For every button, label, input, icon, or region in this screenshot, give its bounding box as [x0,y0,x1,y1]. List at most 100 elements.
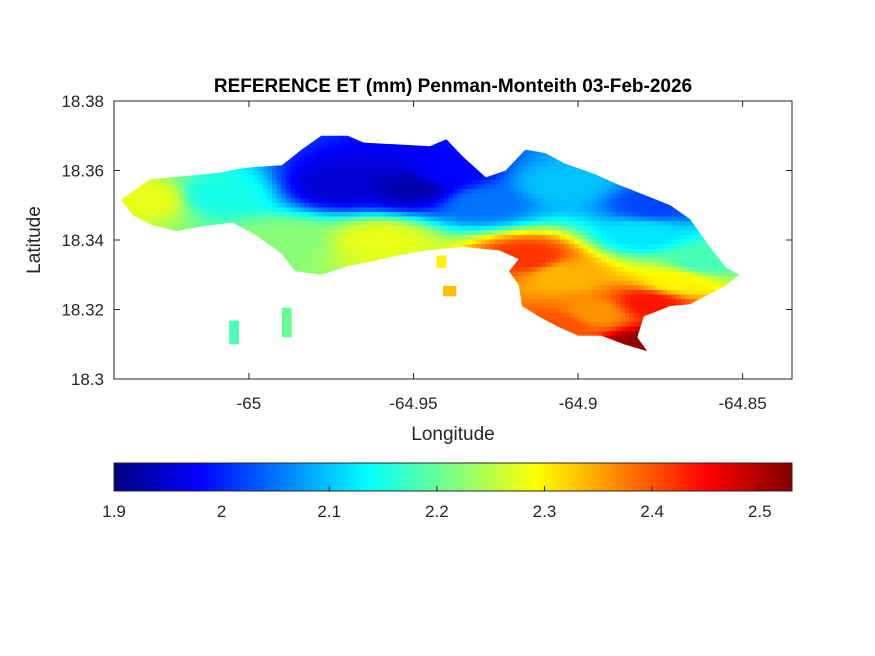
heat-cell [350,193,357,199]
heat-cell [337,215,343,222]
heat-cell [518,257,524,263]
heat-cell [467,193,473,199]
heat-cell [690,284,696,290]
heat-cell [625,238,631,245]
heat-cell [574,206,580,212]
heat-cell [332,206,338,212]
heat-cell [541,252,547,258]
heat-cell [346,193,352,199]
heat-cell [527,298,533,304]
heat-cell [639,307,645,313]
heat-cell [471,225,478,231]
heat-cell [564,298,570,304]
heat-cell [601,293,608,300]
heat-cell [453,193,459,199]
heat-cell [601,275,608,281]
heat-cell [597,261,603,268]
heat-cell [546,284,552,290]
heat-cell [309,202,315,208]
heat-cell [462,188,468,194]
heat-cell [318,211,324,217]
heat-cell [541,193,547,199]
heat-cell [578,307,584,313]
heat-cell [364,188,371,194]
heat-cell [680,266,687,272]
heat-cell [648,289,654,295]
heat-cell [648,266,654,272]
heat-cell [155,211,162,217]
heat-cell [601,284,608,290]
heat-cell [606,211,612,217]
heat-cell [518,193,524,199]
heat-cell [434,220,440,226]
heat-cell [550,220,557,226]
heat-cell [634,266,640,272]
heat-cell [304,211,310,217]
heat-cell [587,289,594,295]
heat-cell [625,202,631,208]
heat-cell [481,238,487,245]
heat-cell [643,289,649,295]
heat-cell [169,188,176,194]
heat-cell [337,211,343,217]
heat-cell [127,197,134,203]
heat-cell [578,321,584,327]
heat-cell [508,220,515,226]
heat-cell [690,238,696,245]
heat-cell [369,193,375,199]
heat-cell [671,252,677,258]
heat-cell [518,197,524,203]
heat-cell [606,215,612,222]
heat-cell [676,257,682,263]
heat-cell [555,188,561,194]
heat-cell [601,280,608,286]
heat-cell [346,220,352,226]
heat-cell [448,215,454,222]
heat-cell [634,206,640,212]
heat-cell [522,252,529,258]
heat-cell [634,275,640,281]
heat-cell [262,206,268,212]
heat-cell [262,229,268,235]
heat-cell [666,206,673,212]
heat-cell [718,266,724,272]
heat-cell [657,284,663,290]
heat-cell [625,280,631,286]
heat-cell [564,326,570,332]
heat-cell [546,316,552,323]
heat-cell [211,206,217,212]
heat-cell [420,238,426,245]
heat-cell [625,316,631,323]
heat-cell [276,202,282,208]
heat-cell [606,289,612,295]
heat-cell [601,326,608,332]
heat-cell [369,243,375,249]
heat-cell [546,248,552,254]
heat-cell [192,188,199,194]
heat-cell [397,225,403,231]
heat-cell [699,243,705,249]
heat-cell [634,335,640,341]
heat-cell [601,271,608,277]
heat-cell [406,225,412,231]
heat-cell [350,215,357,222]
heat-cell [374,206,380,212]
heat-cell [425,225,431,231]
heat-cell [592,303,598,309]
heat-cell [369,202,375,208]
heat-cell [262,211,268,217]
heat-cell [364,206,371,212]
heat-cell [606,330,612,336]
heat-cell [467,206,473,212]
heat-cell [434,243,440,249]
heat-cell [490,229,496,235]
heat-cell [699,257,705,263]
heat-cell [560,252,566,258]
heat-cell [546,197,552,203]
heat-cell [578,197,584,203]
heat-cell [601,229,608,235]
heat-cell [680,215,687,222]
heat-cell [350,206,357,212]
heat-cell [388,234,394,240]
heat-cell [378,252,385,258]
